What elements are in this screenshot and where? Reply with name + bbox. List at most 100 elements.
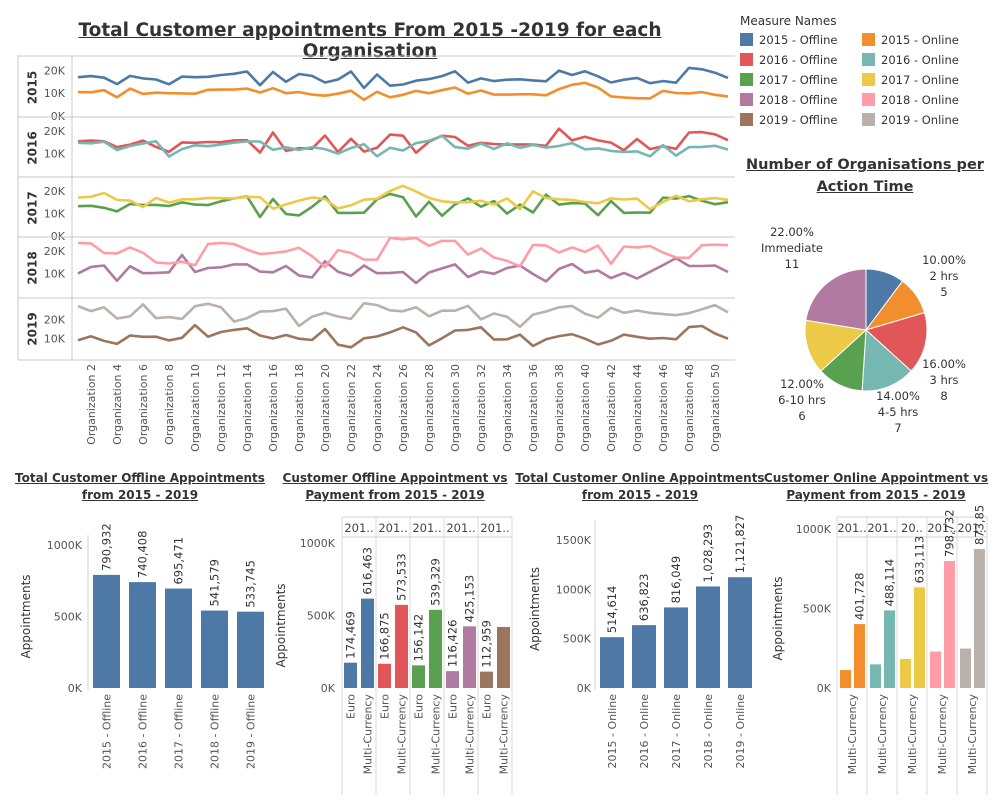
legend-item[interactable]: 2015 - Offline: [740, 33, 837, 47]
x-tick-label: Organization 28: [423, 364, 436, 452]
legend-item[interactable]: 2019 - Offline: [740, 113, 837, 127]
y-tick-label: 20K: [44, 185, 66, 198]
panel-row-label: 2016: [26, 131, 40, 164]
offline-payment-bar-chart: Appointments 1000K 500K 0K 201.. 174,469 Euro 6…: [274, 516, 513, 795]
bar-value-label: 116,426: [446, 620, 460, 668]
panel-row-label: 2019: [26, 312, 40, 345]
y-tick-label: 500K: [54, 611, 83, 624]
y-tick-label: 500K: [803, 603, 832, 616]
x-tick-label: Organization 14: [241, 364, 254, 452]
bar: [129, 582, 156, 688]
legend-label: 2018 - Online: [881, 93, 959, 107]
pie-label-name: 2 hrs: [930, 269, 959, 283]
pie-label-percent: 12.00%: [780, 377, 824, 391]
bar: [944, 561, 955, 688]
pie-label-name: 3 hrs: [930, 373, 959, 387]
bar: [237, 611, 264, 688]
y-tick-label: 0K: [577, 682, 592, 695]
series-line: [77, 134, 729, 158]
legend-item[interactable]: 2016 - Online: [862, 53, 959, 67]
legend-swatch: [862, 73, 875, 86]
legend-swatch: [862, 93, 875, 106]
online-total-title-line-1: Total Customer Online Appointments: [515, 471, 765, 485]
bar-value-label: 740,408: [136, 531, 150, 579]
pie-slice: [865, 312, 928, 372]
pie-label-count: 11: [785, 257, 800, 271]
bar-value-label: 514,614: [605, 586, 619, 634]
online-payment-title-line-1: Customer Online Appointment vs: [763, 471, 989, 485]
x-tick-label: Euro: [447, 694, 460, 719]
pie-title-line-1: Number of Organisations per: [746, 157, 984, 173]
x-tick-label: 2019 - Online: [734, 694, 747, 769]
legend-swatch: [740, 33, 753, 46]
offline-payment-title: Customer Offline Appointment vs Payment …: [275, 470, 515, 504]
group-header: 201..: [837, 521, 866, 535]
online-total-bar-chart: Appointments 1500K 1000K 500K 0K 514,614 2015 …: [528, 515, 752, 769]
x-tick-label: Organization 34: [501, 364, 514, 452]
legend-label: 2018 - Offline: [759, 93, 838, 107]
y-tick-label: 0K: [321, 682, 336, 695]
x-tick-label: Organization 20: [319, 364, 332, 452]
offline-total-title-line-1: Total Customer Offline Appointments: [15, 471, 265, 485]
legend: Measure Names 2015 - Offline 2015 - Onlin…: [740, 14, 1000, 134]
legend-label: 2017 - Online: [881, 73, 959, 87]
bar: [395, 604, 408, 688]
bar-value-label: 633,113: [913, 536, 927, 584]
bar-value-label: 488,114: [883, 559, 897, 607]
x-tick-label: Organization 36: [527, 364, 540, 452]
pie-label-count: 6: [798, 409, 805, 423]
main-title: Total Customer appointments From 2015 -2…: [78, 20, 662, 62]
x-tick-label: Organization 38: [553, 364, 566, 452]
legend-item[interactable]: 2018 - Online: [862, 93, 959, 107]
legend-swatch: [862, 33, 875, 46]
pie-label: 16.00% 3 hrs 8: [922, 357, 966, 403]
legend-item[interactable]: 2017 - Online: [862, 73, 959, 87]
offline-payment-title-line-2: Payment from 2015 - 2019: [305, 488, 485, 502]
pie-label-name: Immediate: [761, 241, 823, 255]
bar-value-label: 790,932: [100, 523, 114, 571]
legend-item[interactable]: 2017 - Offline: [740, 73, 837, 87]
bar: [632, 625, 656, 688]
online-payment-title-line-2: Payment from 2015 - 2019: [786, 488, 966, 502]
group-header: 201..: [446, 521, 475, 535]
pie-label: 10.00% 2 hrs 5: [922, 253, 966, 299]
bar-value-label: 1,028,293: [701, 524, 715, 583]
y-tick-label: 10K: [44, 87, 66, 100]
bar-value-label: 401,728: [853, 573, 867, 621]
bar: [974, 549, 985, 688]
x-tick-label: Multi-Currency: [464, 694, 477, 775]
y-tick-label: 20K: [44, 245, 66, 258]
legend-item[interactable]: 2016 - Offline: [740, 53, 837, 67]
x-tick-label: Multi-Currency: [498, 694, 511, 775]
bar-value-label: 616,463: [361, 547, 375, 595]
series-line: [77, 127, 729, 154]
bar-value-label: 695,471: [172, 537, 186, 585]
bar-value-label: 816,049: [669, 556, 683, 604]
x-tick-label: Organization 2: [85, 364, 98, 445]
bar: [900, 658, 911, 688]
y-axis-label: Appointments: [528, 567, 542, 651]
y-tick-label: 20K: [44, 125, 66, 138]
bar: [840, 670, 851, 688]
x-tick-label: Euro: [413, 694, 426, 719]
x-tick-label: Multi-Currency: [906, 694, 919, 775]
bar: [497, 626, 510, 688]
y-tick-label: 1000K: [556, 583, 592, 596]
legend-item[interactable]: 2019 - Online: [862, 113, 959, 127]
x-tick-label: Organization 50: [709, 364, 722, 452]
pie-title-line-2: Action Time: [816, 179, 914, 195]
legend-item[interactable]: 2015 - Online: [862, 33, 959, 47]
bar: [728, 577, 752, 688]
pie-label-percent: 16.00%: [922, 357, 966, 371]
bar-value-label: 1,121,827: [733, 515, 747, 574]
series-line: [77, 184, 729, 211]
legend-item[interactable]: 2018 - Offline: [740, 93, 837, 107]
x-tick-label: 2017 - Offline: [173, 694, 186, 769]
pie-label-percent: 14.00%: [876, 389, 920, 403]
series-line: [77, 81, 729, 102]
bar: [884, 610, 895, 688]
group-header: 201..: [412, 521, 441, 535]
pie-chart-title: Number of Organisations per Action Time: [745, 154, 985, 198]
offline-total-bar-chart: Appointments 1000K 500K 0K 790,932 2015 - Off…: [19, 523, 264, 769]
